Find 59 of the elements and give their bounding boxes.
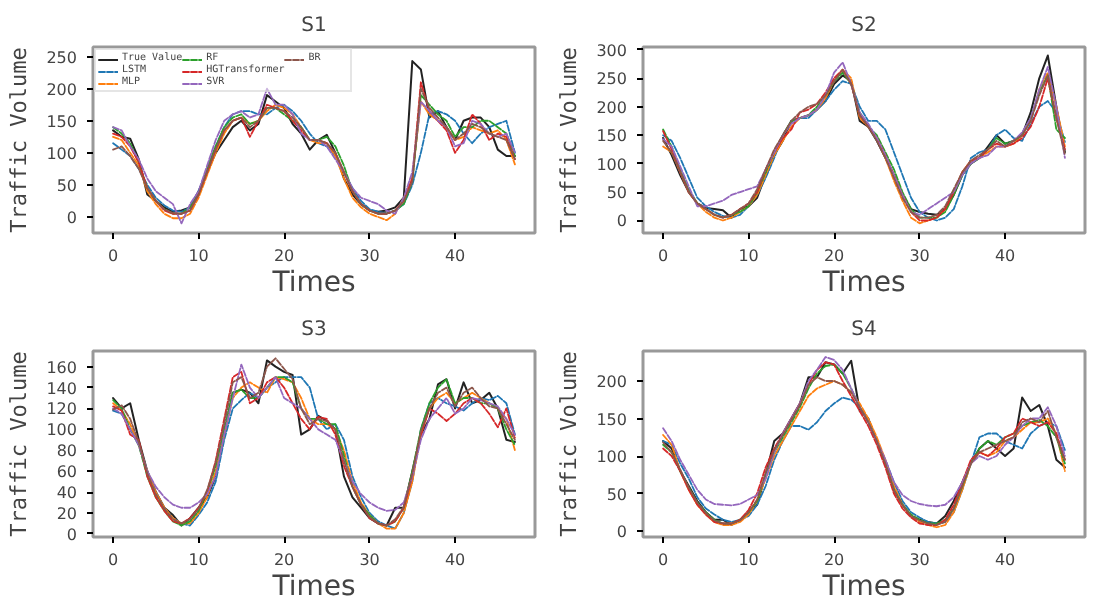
x-tick-label: 0 xyxy=(658,551,669,569)
x-axis-title: Times xyxy=(270,571,356,603)
x-tick-label: 40 xyxy=(444,551,466,569)
y-axis-title: Traffic Volume xyxy=(6,351,33,537)
y-tick-label: 0 xyxy=(66,525,78,544)
chart-title: S3 xyxy=(301,319,327,341)
x-tick-label: 40 xyxy=(994,551,1016,569)
x-axis-title: Times xyxy=(820,267,906,299)
x-tick-label: 0 xyxy=(658,247,669,265)
x-axis-title: Times xyxy=(820,571,906,603)
y-axis-title: Traffic Volume xyxy=(6,47,33,233)
y-tick-label: 150 xyxy=(596,127,628,146)
y-tick-label: 100 xyxy=(596,448,628,466)
y-tick-label: 0 xyxy=(616,523,628,541)
x-tick-label: 20 xyxy=(273,551,295,569)
y-tick-label: 50 xyxy=(606,184,628,203)
y-tick-label: 100 xyxy=(46,421,78,440)
y-tick-label: 250 xyxy=(46,48,78,67)
y-tick-label: 300 xyxy=(596,41,628,60)
y-tick-label: 100 xyxy=(46,144,78,163)
x-tick-label: 40 xyxy=(994,247,1016,265)
x-tick-label: 30 xyxy=(909,247,930,265)
chart-title: S4 xyxy=(851,319,877,341)
y-tick-label: 160 xyxy=(46,358,78,377)
y-tick-label: 0 xyxy=(66,208,78,227)
y-tick-label: 200 xyxy=(46,80,78,99)
x-tick-label: 20 xyxy=(823,551,845,569)
y-tick-label: 80 xyxy=(56,442,78,461)
x-tick-label: 20 xyxy=(273,247,295,265)
y-tick-label: 100 xyxy=(596,155,628,174)
y-tick-label: 250 xyxy=(596,70,628,89)
y-tick-label: 0 xyxy=(616,212,628,231)
y-tick-label: 20 xyxy=(56,504,78,523)
x-tick-label: 20 xyxy=(823,247,845,265)
y-tick-label: 50 xyxy=(56,176,78,195)
y-tick-label: 200 xyxy=(596,98,628,117)
y-tick-label: 40 xyxy=(56,484,78,503)
x-tick-label: 10 xyxy=(738,551,759,569)
y-axis-title: Traffic Volume xyxy=(556,351,583,537)
y-tick-label: 200 xyxy=(596,373,628,391)
chart-title: S1 xyxy=(301,15,327,37)
x-tick-label: 10 xyxy=(188,247,209,265)
x-tick-label: 0 xyxy=(108,247,119,265)
x-tick-label: 10 xyxy=(738,247,759,265)
y-tick-label: 150 xyxy=(596,410,628,429)
x-tick-label: 10 xyxy=(188,551,209,569)
x-axis-title: Times xyxy=(270,267,356,299)
y-tick-label: 60 xyxy=(56,463,78,482)
x-tick-label: 30 xyxy=(359,551,380,569)
y-tick-label: 140 xyxy=(46,379,78,398)
y-tick-label: 150 xyxy=(46,112,78,131)
chart-title: S2 xyxy=(851,15,877,37)
x-tick-label: 30 xyxy=(909,551,930,569)
x-tick-label: 40 xyxy=(444,247,466,265)
y-tick-label: 50 xyxy=(606,485,628,504)
x-tick-label: 30 xyxy=(359,247,380,265)
x-tick-label: 0 xyxy=(108,551,119,569)
y-axis-title: Traffic Volume xyxy=(556,47,583,233)
y-tick-label: 120 xyxy=(46,400,78,419)
